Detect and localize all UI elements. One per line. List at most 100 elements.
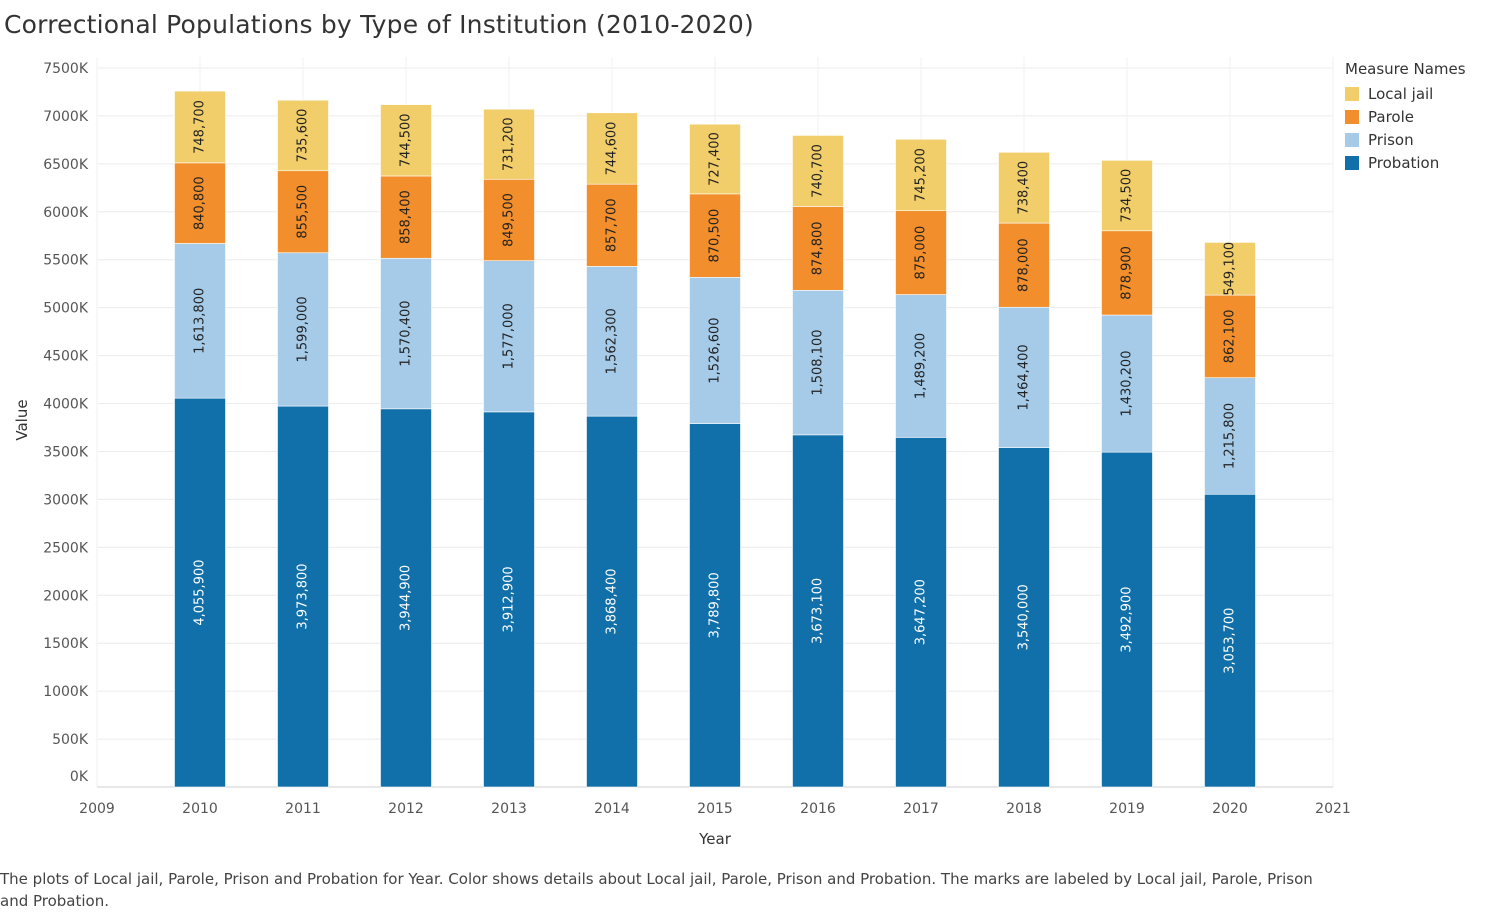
bar-segment-probation [174, 397, 226, 788]
data-label-probation: 3,789,800 [708, 572, 723, 638]
bar-segment-parole [1101, 230, 1153, 316]
legend-swatch-parole [1345, 109, 1359, 124]
legend-label-probation: Probation [1368, 153, 1440, 172]
y-tick-label: 4000K [43, 397, 89, 413]
legend-swatch-prison [1345, 132, 1359, 147]
bar-segment-prison [586, 266, 638, 417]
legend: Measure Names Local jail Parole Prison P… [1345, 60, 1466, 174]
y-tick-label: 500K [52, 732, 89, 748]
data-label-probation: 3,053,700 [1223, 608, 1238, 674]
chart-caption: The plots of Local jail, Parole, Prison … [0, 870, 1313, 910]
bar-segment-prison [277, 252, 329, 407]
data-label-probation: 3,868,400 [605, 568, 620, 634]
data-label-parole: 849,500 [502, 193, 517, 247]
legend-label-parole: Parole [1368, 107, 1414, 126]
data-label-prison: 1,526,600 [708, 317, 723, 383]
bar-segment-prison [998, 306, 1050, 448]
y-tick-label: 1500K [43, 636, 89, 652]
data-label-probation: 3,540,000 [1017, 584, 1032, 650]
x-tick-label: 2012 [388, 801, 424, 817]
data-label-prison: 1,613,800 [193, 288, 208, 354]
bar-segment-local-jail [277, 99, 329, 172]
x-tick-label: 2020 [1212, 801, 1248, 817]
data-label-prison: 1,562,300 [605, 308, 620, 374]
data-label-local-jail: 735,600 [296, 109, 311, 163]
bar-segment-prison [689, 277, 741, 424]
x-tick-label: 2021 [1315, 801, 1351, 817]
data-label-parole: 857,700 [605, 198, 620, 252]
y-tick-label: 4500K [43, 349, 89, 365]
data-label-prison: 1,577,000 [502, 303, 517, 369]
data-label-probation: 3,944,900 [399, 565, 414, 631]
data-label-parole: 870,500 [708, 209, 723, 263]
data-label-local-jail: 727,400 [708, 132, 723, 186]
bar-segment-prison [895, 294, 947, 438]
data-label-probation: 4,055,900 [193, 560, 208, 626]
bar-segment-parole [586, 183, 638, 267]
data-label-local-jail: 734,500 [1120, 169, 1135, 223]
bar-segment-local-jail [1101, 160, 1153, 232]
y-tick-label: 6500K [43, 157, 89, 173]
legend-label-prison: Prison [1368, 130, 1414, 149]
data-label-local-jail: 748,700 [193, 100, 208, 154]
chart-title: Correctional Populations by Type of Inst… [4, 10, 754, 39]
data-label-prison: 1,599,000 [296, 296, 311, 362]
bar-segment-prison [1101, 314, 1153, 453]
x-tick-label: 2009 [79, 801, 115, 817]
legend-item-probation[interactable]: Probation [1345, 151, 1466, 174]
bar-segment-parole [277, 170, 329, 254]
y-tick-label: 5500K [43, 253, 89, 269]
x-tick-label: 2019 [1109, 801, 1145, 817]
x-tick-label: 2018 [1006, 801, 1042, 817]
legend-swatch-probation [1345, 155, 1359, 170]
data-label-prison: 1,570,400 [399, 300, 414, 366]
bar-segment-local-jail [380, 104, 432, 177]
bar-segment-prison [1204, 377, 1256, 495]
data-label-prison: 1,508,100 [811, 329, 826, 395]
bar-segment-probation [483, 411, 535, 788]
legend-item-prison[interactable]: Prison [1345, 128, 1466, 151]
data-label-prison: 1,430,200 [1120, 351, 1135, 417]
bar-segment-local-jail [1204, 242, 1256, 296]
y-tick-label: 3500K [43, 444, 89, 460]
legend-item-parole[interactable]: Parole [1345, 105, 1466, 128]
bar-segment-parole [174, 162, 226, 244]
bar-segment-local-jail [174, 90, 226, 164]
bar-segment-local-jail [792, 135, 844, 207]
bar-segment-prison [792, 289, 844, 436]
x-tick-label: 2010 [182, 801, 218, 817]
y-tick-label: 5000K [43, 301, 89, 317]
bar-segment-parole [895, 210, 947, 295]
data-label-local-jail: 744,600 [605, 122, 620, 176]
data-label-prison: 1,489,200 [914, 333, 929, 399]
data-label-prison: 1,215,800 [1223, 403, 1238, 469]
data-label-parole: 878,900 [1120, 246, 1135, 300]
data-label-parole: 840,800 [193, 176, 208, 230]
bars: 4,055,900 1,613,800 840,800 748,700 3,973,80… [174, 90, 1256, 788]
bar-segment-prison [483, 260, 535, 413]
x-tick-label: 2015 [697, 801, 733, 817]
data-label-parole: 858,400 [399, 190, 414, 244]
y-tick-label: 7000K [43, 109, 89, 125]
bar-segment-prison [380, 257, 432, 410]
data-label-local-jail: 549,100 [1223, 242, 1238, 296]
bar-segment-probation [1101, 451, 1153, 788]
bar-segment-parole [1204, 294, 1256, 378]
data-label-prison: 1,464,400 [1017, 344, 1032, 410]
bar-segment-probation [895, 437, 947, 788]
y-tick-label: 0K [70, 769, 89, 785]
y-tick-label: 3000K [43, 492, 89, 508]
data-label-local-jail: 731,200 [502, 117, 517, 171]
legend-item-local-jail[interactable]: Local jail [1345, 82, 1466, 105]
y-axis-title: Value [13, 399, 31, 440]
data-label-probation: 3,912,900 [502, 566, 517, 632]
x-tick-label: 2016 [800, 801, 836, 817]
data-label-local-jail: 744,500 [399, 113, 414, 167]
y-tick-label: 2000K [43, 588, 89, 604]
legend-label-local-jail: Local jail [1368, 84, 1434, 103]
data-label-parole: 862,100 [1223, 309, 1238, 363]
bar-segment-parole [483, 178, 535, 262]
bar-segment-probation [277, 405, 329, 788]
y-tick-label: 6000K [43, 205, 89, 221]
